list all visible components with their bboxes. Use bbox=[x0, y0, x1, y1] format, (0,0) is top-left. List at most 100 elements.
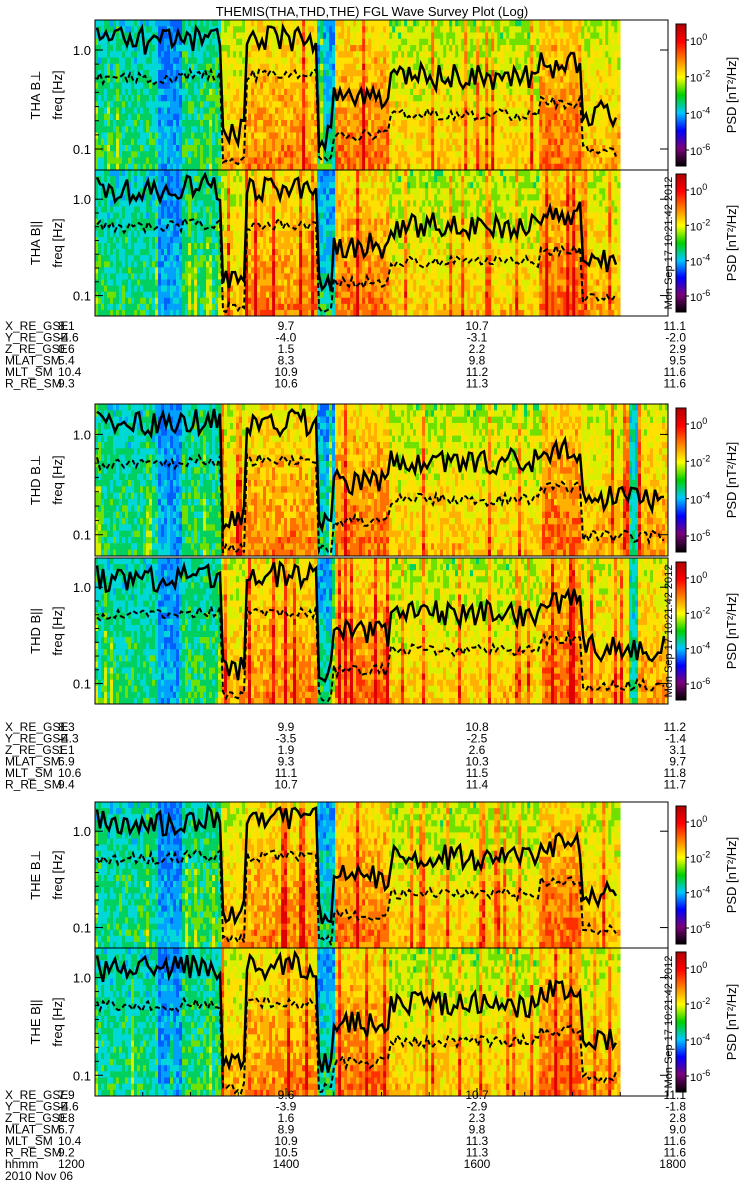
spectrogram-cell bbox=[161, 95, 165, 102]
spectrogram-cell bbox=[146, 82, 150, 90]
spectrogram-cell bbox=[173, 230, 177, 238]
spectrogram-cell bbox=[200, 126, 204, 133]
spectrogram-cell bbox=[428, 88, 432, 96]
spectrogram-cell bbox=[104, 170, 108, 177]
spectrogram-cell bbox=[386, 163, 390, 171]
spectrogram-cell bbox=[260, 157, 264, 165]
spectrogram-cell bbox=[245, 138, 249, 146]
spectrogram-cell bbox=[185, 261, 189, 268]
spectrogram-cell bbox=[209, 157, 213, 165]
spectrogram-cell bbox=[176, 151, 180, 158]
spectrogram-cell bbox=[560, 20, 564, 27]
spectrogram-cell bbox=[410, 107, 414, 115]
spectrogram-cell bbox=[608, 88, 612, 96]
spectrogram-cell bbox=[581, 151, 585, 158]
spectrogram-cell bbox=[425, 63, 429, 71]
spectrogram-cell bbox=[599, 88, 603, 96]
colorbar-tick-label: 10-6 bbox=[690, 142, 710, 158]
spectrogram-cell bbox=[329, 107, 333, 115]
spectrogram-cell bbox=[230, 82, 234, 90]
spectrogram-cell bbox=[113, 151, 117, 158]
spectrogram-cell bbox=[590, 95, 594, 102]
spectrogram-cell bbox=[554, 157, 558, 165]
spectrogram-cell bbox=[365, 145, 369, 152]
spectrogram-cell bbox=[560, 32, 564, 40]
spectrogram-cell bbox=[596, 88, 600, 96]
spectrogram-cell bbox=[530, 57, 534, 65]
spectrogram-cell bbox=[197, 88, 201, 96]
spectrogram-cell bbox=[317, 63, 321, 71]
spectrogram-cell bbox=[497, 32, 501, 40]
spectrogram-cell bbox=[428, 151, 432, 158]
spectrogram-cell bbox=[212, 120, 216, 127]
spectrogram-cell bbox=[599, 20, 603, 27]
spectrogram-cell bbox=[356, 32, 360, 40]
spectrogram-cell bbox=[137, 267, 141, 274]
spectrogram-cell bbox=[173, 176, 177, 183]
spectrogram-cell bbox=[221, 57, 225, 65]
spectrogram-cell bbox=[131, 297, 135, 305]
spectrogram-cell bbox=[575, 82, 579, 90]
spectrogram-cell bbox=[374, 76, 378, 83]
spectrogram-cell bbox=[149, 151, 153, 158]
spectrogram-cell bbox=[125, 88, 129, 96]
spectrogram-cell bbox=[461, 63, 465, 71]
spectrogram-cell bbox=[140, 151, 144, 158]
spectrogram-cell bbox=[536, 120, 540, 127]
spectrogram-cell bbox=[356, 26, 360, 33]
spectrogram-cell bbox=[248, 20, 252, 27]
spectrogram-cell bbox=[380, 26, 384, 33]
spectrogram-cell bbox=[218, 76, 222, 83]
spectrogram-cell bbox=[128, 38, 132, 46]
spectrogram-cell bbox=[272, 45, 276, 52]
spectrogram-cell bbox=[173, 212, 177, 219]
spectrogram-cell bbox=[257, 76, 261, 83]
spectrogram-cell bbox=[266, 113, 270, 121]
spectrogram-cell bbox=[95, 113, 99, 121]
spectrogram-cell bbox=[413, 32, 417, 40]
spectrogram-cell bbox=[173, 107, 177, 115]
spectrogram-cell bbox=[110, 267, 114, 274]
spectrogram-cell bbox=[164, 157, 168, 165]
spectrogram-cell bbox=[377, 63, 381, 71]
spectrogram-cell bbox=[596, 107, 600, 115]
spectrogram-cell bbox=[404, 95, 408, 102]
spectrogram-cell bbox=[101, 45, 105, 52]
spectrogram-cell bbox=[140, 303, 144, 311]
spectrogram-cell bbox=[329, 88, 333, 96]
spectrogram-cell bbox=[236, 101, 240, 108]
spectrogram-cell bbox=[164, 76, 168, 83]
spectrogram-cell bbox=[254, 82, 258, 90]
spectrogram-cell bbox=[377, 38, 381, 46]
spectrogram-cell bbox=[461, 20, 465, 27]
spectrogram-cell bbox=[323, 45, 327, 52]
spectrogram-cell bbox=[107, 157, 111, 165]
spectrogram-cell bbox=[404, 107, 408, 115]
spectrogram-cell bbox=[170, 243, 174, 250]
spectrogram-cell bbox=[98, 45, 102, 52]
spectrogram-cell bbox=[404, 132, 408, 140]
spectrogram-cell bbox=[155, 170, 159, 177]
spectrogram-cell bbox=[548, 57, 552, 65]
spectrogram-cell bbox=[290, 120, 294, 127]
spectrogram-cell bbox=[578, 20, 582, 27]
spectrogram-cell bbox=[113, 26, 117, 33]
spectrogram-cell bbox=[461, 57, 465, 65]
spectrogram-cell bbox=[569, 163, 573, 171]
spectrogram-cell bbox=[203, 157, 207, 165]
spectrogram-cell bbox=[554, 95, 558, 102]
spectrogram-cell bbox=[380, 113, 384, 121]
spectrogram-cell bbox=[530, 113, 534, 121]
spectrogram-cell bbox=[404, 145, 408, 152]
spectrogram-cell bbox=[554, 76, 558, 83]
spectrogram-cell bbox=[152, 101, 156, 108]
spectrogram-cell bbox=[572, 45, 576, 52]
spectrogram-cell bbox=[110, 32, 114, 40]
spectrogram-cell bbox=[503, 32, 507, 40]
spectrogram-cell bbox=[293, 57, 297, 65]
spectrogram-cell bbox=[389, 26, 393, 33]
spectrogram-cell bbox=[194, 107, 198, 115]
spectrogram-cell bbox=[575, 113, 579, 121]
spectrogram-cell bbox=[383, 107, 387, 115]
spectrogram-cell bbox=[461, 32, 465, 40]
